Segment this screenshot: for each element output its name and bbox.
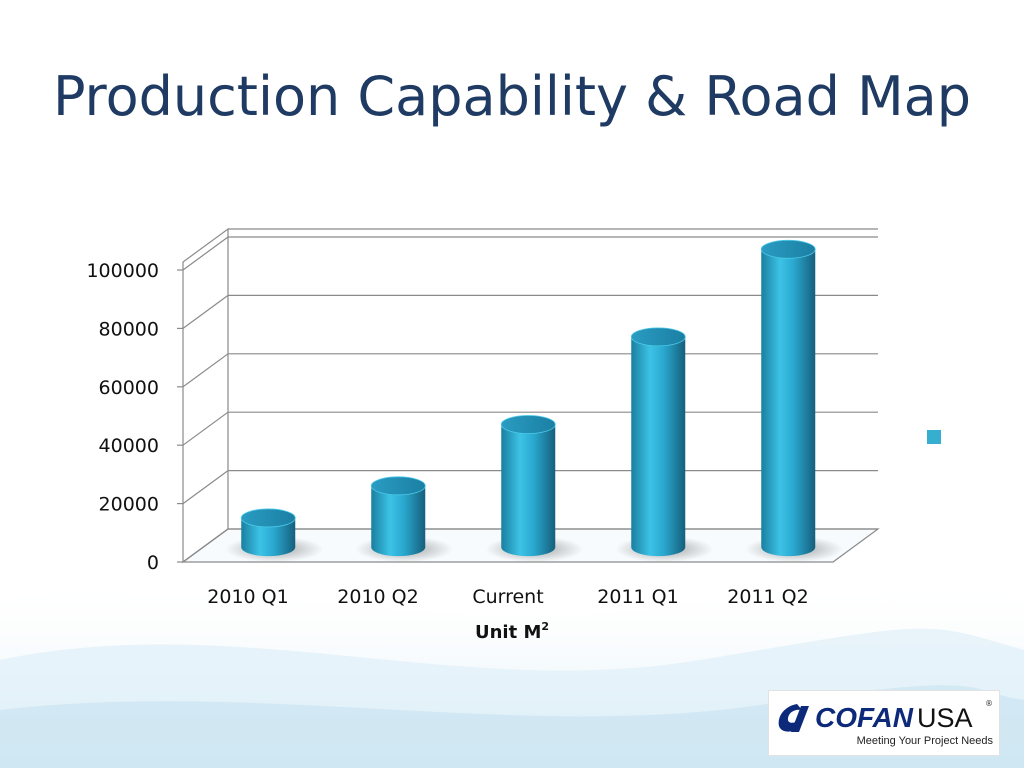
y-tick-label: 60000 [99, 377, 159, 399]
bar-top [760, 239, 816, 259]
bar [631, 336, 686, 557]
y-tick-label: 40000 [99, 435, 159, 457]
logo-tagline: Meeting Your Project Needs [856, 735, 993, 747]
legend-swatch [927, 430, 941, 444]
x-tick-label: 2010 Q2 [337, 586, 418, 608]
bar [501, 424, 556, 557]
cofan-logo-mark-icon [778, 704, 809, 732]
bar [371, 485, 426, 557]
bar-top [370, 476, 426, 496]
gridline-side [182, 528, 229, 563]
logo-suffix: USA [917, 702, 973, 733]
bar [241, 517, 296, 557]
y-tick-label: 20000 [99, 494, 159, 516]
bar-top [240, 508, 296, 528]
x-axis-label-text: Unit M [474, 622, 542, 643]
y-tick-label: 80000 [99, 318, 159, 340]
x-tick-label: 2011 Q1 [597, 586, 678, 608]
x-axis-label-superscript: 2 [541, 620, 550, 633]
x-tick-label: Current [472, 586, 543, 608]
x-axis-label: Unit M2 [412, 620, 612, 643]
bar-top [630, 327, 686, 347]
gridline-side [182, 470, 229, 505]
gridline-side [182, 236, 229, 271]
gridline-side [182, 353, 229, 388]
y-tick-label: 0 [147, 552, 159, 574]
company-logo: COFAN USA ® Meeting Your Project Needs [768, 690, 1000, 756]
chart-left-wall [182, 227, 229, 564]
slide-title: Production Capability & Road Map [52, 65, 972, 128]
x-tick-label: 2011 Q2 [727, 586, 808, 608]
gridline-side [182, 294, 229, 329]
gridline-side [182, 411, 229, 446]
bar-top [500, 415, 556, 434]
y-tick-label: 100000 [86, 260, 159, 282]
x-tick-label: 2010 Q1 [207, 586, 288, 608]
logo-brand: COFAN [815, 702, 913, 733]
logo-registered-mark: ® [985, 699, 993, 708]
bar [761, 249, 816, 557]
